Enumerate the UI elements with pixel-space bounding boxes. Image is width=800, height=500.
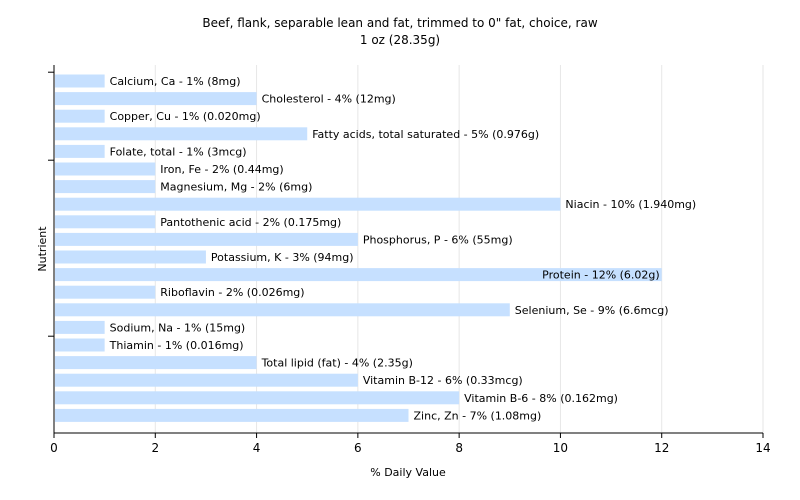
y-axis-title: Nutrient (36, 226, 49, 272)
bar (55, 127, 308, 141)
bar-data-label: Calcium, Ca - 1% (8mg) (110, 75, 241, 88)
bar-data-label: Iron, Fe - 2% (0.44mg) (160, 163, 283, 176)
bar (55, 408, 409, 422)
bar (55, 92, 257, 106)
bar-data-label: Copper, Cu - 1% (0.020mg) (110, 110, 261, 123)
bar (55, 391, 460, 405)
bar (55, 162, 156, 176)
x-tick-label: 10 (553, 441, 568, 455)
bar (55, 373, 358, 387)
bar (55, 232, 358, 246)
bar-data-label: Thiamin - 1% (0.016mg) (109, 339, 244, 352)
x-tick-label: 0 (50, 441, 58, 455)
gridlines (154, 65, 764, 433)
bar-data-label: Vitamin B-12 - 6% (0.33mcg) (363, 374, 523, 387)
chart-subtitle: 1 oz (28.35g) (360, 33, 440, 47)
bar-data-label: Sodium, Na - 1% (15mg) (110, 321, 246, 334)
bar (55, 197, 561, 211)
bar-data-label: Selenium, Se - 9% (6.6mcg) (515, 304, 669, 317)
bar-data-label: Protein - 12% (6.02g) (542, 269, 660, 282)
bar (55, 356, 257, 370)
bar-data-label: Zinc, Zn - 7% (1.08mg) (414, 409, 542, 422)
bar-data-label: Folate, total - 1% (3mcg) (110, 145, 247, 158)
bar-data-label: Potassium, K - 3% (94mg) (211, 251, 354, 264)
bar (55, 215, 156, 229)
bar-data-label: Vitamin B-6 - 8% (0.162mg) (464, 392, 618, 405)
bar (55, 109, 105, 123)
bar (55, 180, 156, 194)
y-axis-ticks (48, 71, 54, 337)
x-tick-label: 6 (354, 441, 362, 455)
bar-labels: Calcium, Ca - 1% (8mg) Cholesterol - 4% (… (109, 75, 697, 422)
x-axis-title: % Daily Value (370, 466, 446, 479)
bar (55, 268, 662, 282)
bar-data-label: Cholesterol - 4% (12mg) (262, 93, 396, 106)
bar-data-label: Magnesium, Mg - 2% (6mg) (160, 181, 312, 194)
bar-data-label: Pantothenic acid - 2% (0.175mg) (160, 216, 341, 229)
bar-data-label: Total lipid (fat) - 4% (2.35g) (261, 357, 413, 370)
x-tick-label: 14 (755, 441, 770, 455)
bar (55, 74, 105, 88)
x-tick-label: 4 (253, 441, 261, 455)
bar-data-label: Riboflavin - 2% (0.026mg) (160, 286, 304, 299)
x-tick-label: 12 (654, 441, 669, 455)
bar (55, 285, 156, 299)
x-axis-ticks: 0 2 4 6 8 10 12 14 (50, 433, 771, 455)
bar (55, 144, 105, 158)
x-tick-label: 2 (151, 441, 159, 455)
x-tick-label: 8 (455, 441, 463, 455)
bars (55, 74, 662, 422)
bar (55, 320, 105, 334)
bar (55, 250, 206, 264)
bar (55, 303, 510, 317)
chart-title: Beef, flank, separable lean and fat, tri… (202, 16, 597, 30)
bar-data-label: Niacin - 10% (1.940mg) (565, 198, 696, 211)
bar-data-label: Phosphorus, P - 6% (55mg) (363, 233, 513, 246)
bar-data-label: Fatty acids, total saturated - 5% (0.976… (312, 128, 539, 141)
bar (55, 338, 105, 352)
